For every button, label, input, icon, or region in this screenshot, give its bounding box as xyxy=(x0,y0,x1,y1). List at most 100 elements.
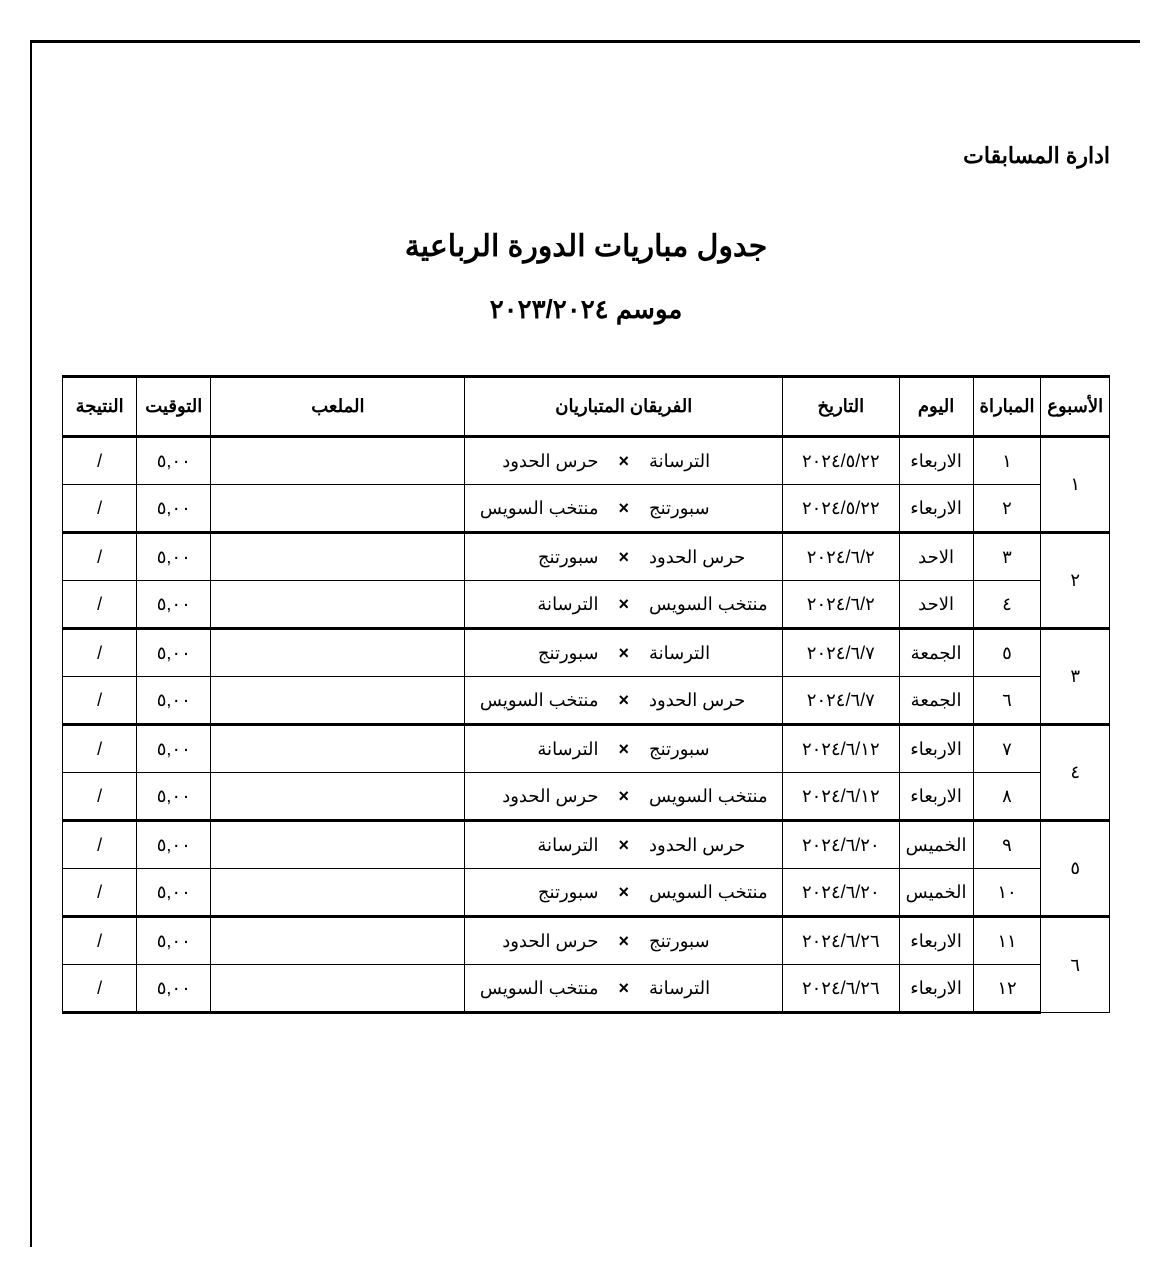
table-row: ١٢الاربعاء٢٠٢٤/٦/٢٦الترسانة×منتخب السويس… xyxy=(63,965,1110,1013)
teams-cell: منتخب السويس×الترسانة xyxy=(465,581,783,629)
date-cell: ٢٠٢٤/٦/٢٠ xyxy=(783,821,899,869)
teams-cell: الترسانة×حرس الحدود xyxy=(465,437,783,485)
team-a: حرس الحدود xyxy=(641,835,778,856)
table-row: ٣٥الجمعة٢٠٢٤/٦/٧الترسانة×سبورتنج٥,٠٠/ xyxy=(63,629,1110,677)
team-b: منتخب السويس xyxy=(469,498,606,519)
match-cell: ٧ xyxy=(973,725,1041,773)
date-cell: ٢٠٢٤/٦/١٢ xyxy=(783,773,899,821)
col-date: التاريخ xyxy=(783,377,899,437)
team-b: الترسانة xyxy=(469,835,606,856)
match-cell: ١٢ xyxy=(973,965,1041,1013)
team-b: سبورتنج xyxy=(469,643,606,664)
match-cell: ٤ xyxy=(973,581,1041,629)
match-cell: ٨ xyxy=(973,773,1041,821)
match-cell: ٩ xyxy=(973,821,1041,869)
day-cell: الاربعاء xyxy=(899,917,973,965)
table-row: ٤الاحد٢٠٢٤/٦/٢منتخب السويس×الترسانة٥,٠٠/ xyxy=(63,581,1110,629)
col-teams: الفريقان المتباريان xyxy=(465,377,783,437)
result-cell: / xyxy=(63,629,137,677)
day-cell: الخميس xyxy=(899,821,973,869)
stadium-cell xyxy=(211,533,465,581)
time-cell: ٥,٠٠ xyxy=(137,821,211,869)
match-cell: ٢ xyxy=(973,485,1041,533)
team-b: سبورتنج xyxy=(469,882,606,903)
week-cell: ٣ xyxy=(1041,629,1110,725)
col-match: المباراة xyxy=(973,377,1041,437)
stadium-cell xyxy=(211,485,465,533)
table-row: ٢٣الاحد٢٠٢٤/٦/٢حرس الحدود×سبورتنج٥,٠٠/ xyxy=(63,533,1110,581)
time-cell: ٥,٠٠ xyxy=(137,437,211,485)
col-result: النتيجة xyxy=(63,377,137,437)
team-b: حرس الحدود xyxy=(469,931,606,952)
teams-cell: منتخب السويس×سبورتنج xyxy=(465,869,783,917)
result-cell: / xyxy=(63,869,137,917)
team-a: سبورتنج xyxy=(641,739,778,760)
day-cell: الاربعاء xyxy=(899,965,973,1013)
match-cell: ٥ xyxy=(973,629,1041,677)
date-cell: ٢٠٢٤/٦/٧ xyxy=(783,677,899,725)
date-cell: ٢٠٢٤/٦/٧ xyxy=(783,629,899,677)
col-time: التوقيت xyxy=(137,377,211,437)
team-a: حرس الحدود xyxy=(641,547,778,568)
stadium-cell xyxy=(211,773,465,821)
time-cell: ٥,٠٠ xyxy=(137,725,211,773)
team-a: حرس الحدود xyxy=(641,690,778,711)
teams-cell: حرس الحدود×منتخب السويس xyxy=(465,677,783,725)
result-cell: / xyxy=(63,821,137,869)
teams-cell: الترسانة×سبورتنج xyxy=(465,629,783,677)
stadium-cell xyxy=(211,437,465,485)
team-a: الترسانة xyxy=(641,451,778,472)
vs-symbol: × xyxy=(618,451,629,472)
time-cell: ٥,٠٠ xyxy=(137,533,211,581)
stadium-cell xyxy=(211,581,465,629)
time-cell: ٥,٠٠ xyxy=(137,917,211,965)
result-cell: / xyxy=(63,533,137,581)
match-cell: ١ xyxy=(973,437,1041,485)
vs-symbol: × xyxy=(618,643,629,664)
time-cell: ٥,٠٠ xyxy=(137,629,211,677)
result-cell: / xyxy=(63,773,137,821)
col-stadium: الملعب xyxy=(211,377,465,437)
day-cell: الاحد xyxy=(899,533,973,581)
day-cell: الجمعة xyxy=(899,677,973,725)
week-cell: ٥ xyxy=(1041,821,1110,917)
vs-symbol: × xyxy=(618,690,629,711)
date-cell: ٢٠٢٤/٦/٢ xyxy=(783,581,899,629)
stadium-cell xyxy=(211,629,465,677)
teams-cell: منتخب السويس×حرس الحدود xyxy=(465,773,783,821)
team-b: الترسانة xyxy=(469,739,606,760)
teams-cell: سبورتنج×منتخب السويس xyxy=(465,485,783,533)
date-cell: ٢٠٢٤/٥/٢٢ xyxy=(783,485,899,533)
result-cell: / xyxy=(63,437,137,485)
vs-symbol: × xyxy=(618,786,629,807)
vs-symbol: × xyxy=(618,739,629,760)
table-header-row: الأسبوع المباراة اليوم التاريخ الفريقان … xyxy=(63,377,1110,437)
day-cell: الاحد xyxy=(899,581,973,629)
table-row: ٥٩الخميس٢٠٢٤/٦/٢٠حرس الحدود×الترسانة٥,٠٠… xyxy=(63,821,1110,869)
time-cell: ٥,٠٠ xyxy=(137,485,211,533)
day-cell: الاربعاء xyxy=(899,725,973,773)
col-day: اليوم xyxy=(899,377,973,437)
teams-cell: سبورتنج×حرس الحدود xyxy=(465,917,783,965)
vs-symbol: × xyxy=(618,882,629,903)
team-b: منتخب السويس xyxy=(469,978,606,999)
team-a: منتخب السويس xyxy=(641,594,778,615)
result-cell: / xyxy=(63,725,137,773)
season-label: موسم ٢٠٢٣/٢٠٢٤ xyxy=(62,294,1110,325)
vs-symbol: × xyxy=(618,594,629,615)
week-cell: ٤ xyxy=(1041,725,1110,821)
match-cell: ٦ xyxy=(973,677,1041,725)
table-row: ٨الاربعاء٢٠٢٤/٦/١٢منتخب السويس×حرس الحدو… xyxy=(63,773,1110,821)
vs-symbol: × xyxy=(618,547,629,568)
date-cell: ٢٠٢٤/٦/٢٠ xyxy=(783,869,899,917)
team-b: سبورتنج xyxy=(469,547,606,568)
table-row: ١٠الخميس٢٠٢٤/٦/٢٠منتخب السويس×سبورتنج٥,٠… xyxy=(63,869,1110,917)
day-cell: الاربعاء xyxy=(899,773,973,821)
team-a: سبورتنج xyxy=(641,498,778,519)
result-cell: / xyxy=(63,917,137,965)
table-row: ٦١١الاربعاء٢٠٢٤/٦/٢٦سبورتنج×حرس الحدود٥,… xyxy=(63,917,1110,965)
time-cell: ٥,٠٠ xyxy=(137,965,211,1013)
department-label: ادارة المسابقات xyxy=(62,143,1110,169)
day-cell: الاربعاء xyxy=(899,485,973,533)
day-cell: الاربعاء xyxy=(899,437,973,485)
